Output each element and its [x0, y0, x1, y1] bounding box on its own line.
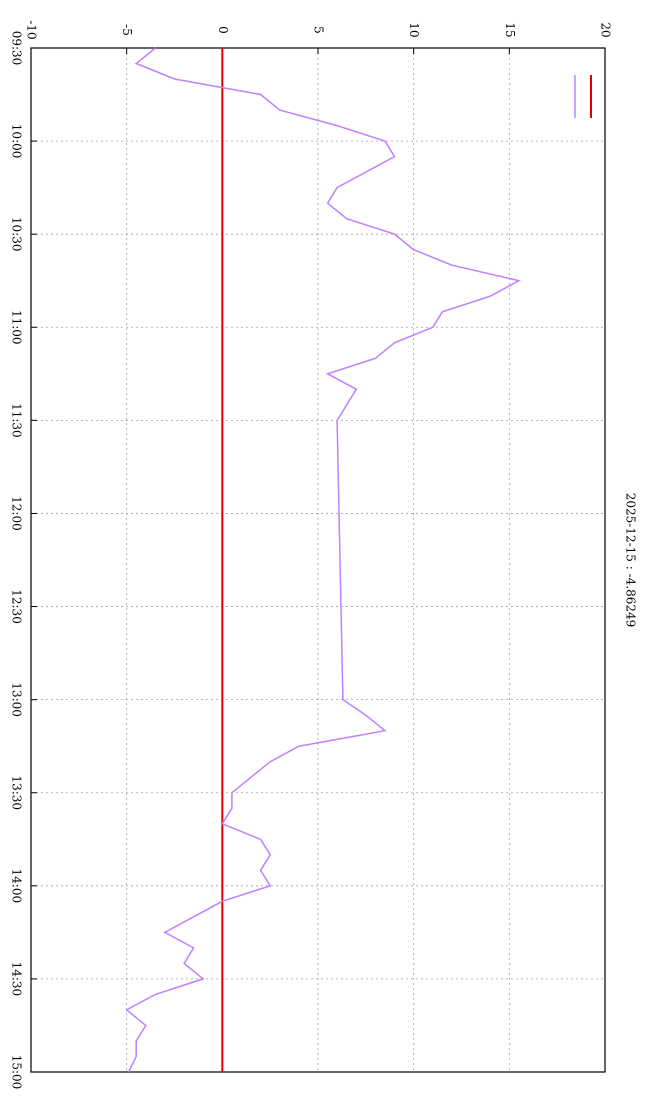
y-tick-label: 5 [312, 26, 326, 34]
x-tick-label: 09:30 [10, 31, 24, 66]
x-tick-label: 13:30 [10, 775, 24, 810]
y-tick-label: 15 [503, 22, 517, 37]
x-tick-label: 11:30 [10, 403, 24, 438]
x-tick-label: 12:30 [10, 589, 24, 624]
x-tick-label: 10:30 [10, 217, 24, 252]
y-tick-label: 10 [407, 22, 421, 37]
y-tick-label: 0 [216, 26, 230, 34]
y-tick-label: 20 [599, 22, 613, 37]
y-tick-label: -10 [25, 20, 39, 39]
x-tick-label: 15:00 [10, 1055, 24, 1090]
x-tick-label: 11:00 [10, 310, 24, 345]
x-tick-label: 10:00 [10, 124, 24, 159]
chart-title: 2025-12-15 : -4.86249 [624, 493, 638, 628]
x-tick-label: 14:30 [10, 962, 24, 997]
y-tick-label: -5 [120, 24, 134, 36]
data-line [125, 47, 522, 1073]
x-tick-label: 14:00 [10, 869, 24, 904]
x-tick-label: 12:00 [10, 496, 24, 531]
x-tick-label: 13:00 [10, 682, 24, 717]
